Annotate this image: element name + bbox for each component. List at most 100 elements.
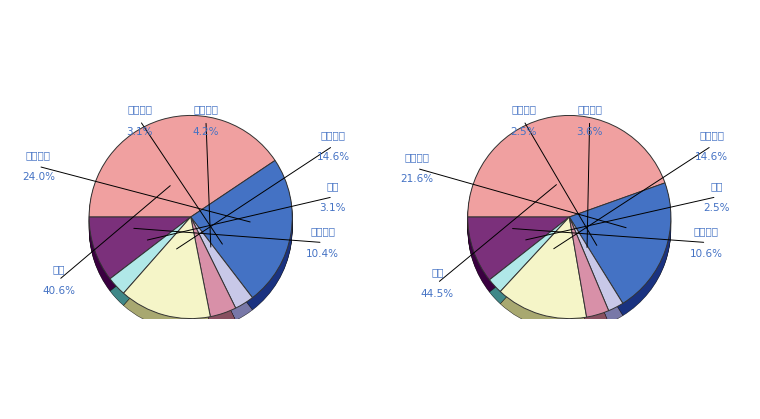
Wedge shape (569, 224, 609, 324)
Wedge shape (489, 223, 569, 298)
Wedge shape (191, 224, 236, 324)
Wedge shape (124, 218, 211, 319)
Wedge shape (89, 125, 275, 227)
Wedge shape (191, 222, 252, 313)
Wedge shape (89, 126, 275, 228)
Wedge shape (89, 116, 275, 217)
Wedge shape (191, 161, 293, 299)
Wedge shape (124, 219, 211, 321)
Wedge shape (569, 219, 623, 313)
Text: 3.1%: 3.1% (320, 203, 346, 213)
Wedge shape (569, 221, 609, 321)
Wedge shape (191, 223, 236, 323)
Wedge shape (124, 222, 211, 324)
Wedge shape (489, 224, 569, 299)
Wedge shape (89, 220, 191, 282)
Wedge shape (500, 220, 587, 322)
Wedge shape (89, 218, 191, 279)
Wedge shape (500, 224, 587, 326)
Wedge shape (124, 225, 211, 326)
Wedge shape (569, 220, 623, 313)
Wedge shape (467, 227, 569, 290)
Wedge shape (500, 219, 587, 321)
Wedge shape (89, 223, 191, 285)
Wedge shape (489, 218, 569, 292)
Wedge shape (467, 117, 665, 219)
Wedge shape (569, 218, 609, 318)
Wedge shape (89, 226, 191, 287)
Wedge shape (110, 224, 191, 300)
Wedge shape (191, 166, 293, 303)
Wedge shape (124, 226, 211, 327)
Wedge shape (191, 225, 236, 325)
Wedge shape (467, 220, 569, 282)
Wedge shape (191, 220, 252, 312)
Text: 物体打击: 物体打击 (128, 104, 153, 114)
Wedge shape (467, 220, 569, 283)
Wedge shape (467, 123, 665, 225)
Wedge shape (489, 228, 569, 303)
Wedge shape (191, 220, 236, 320)
Wedge shape (191, 219, 236, 318)
Wedge shape (89, 123, 275, 225)
Wedge shape (569, 218, 623, 312)
Text: 起重伤害: 起重伤害 (699, 130, 724, 140)
Text: 14.6%: 14.6% (695, 152, 728, 162)
Wedge shape (191, 164, 293, 301)
Text: 坍塌: 坍塌 (431, 267, 444, 277)
Wedge shape (124, 228, 211, 329)
Wedge shape (191, 228, 252, 320)
Wedge shape (489, 217, 569, 292)
Wedge shape (467, 217, 569, 280)
Wedge shape (110, 229, 191, 305)
Wedge shape (467, 219, 569, 282)
Wedge shape (467, 222, 569, 285)
Wedge shape (569, 225, 623, 318)
Wedge shape (500, 226, 587, 327)
Wedge shape (191, 173, 293, 310)
Wedge shape (89, 217, 191, 279)
Text: 24.0%: 24.0% (22, 173, 55, 182)
Wedge shape (89, 124, 275, 226)
Wedge shape (89, 116, 275, 218)
Wedge shape (569, 221, 623, 315)
Wedge shape (124, 217, 211, 318)
Wedge shape (191, 228, 236, 327)
Wedge shape (569, 222, 609, 322)
Wedge shape (191, 167, 293, 304)
Wedge shape (191, 217, 252, 308)
Wedge shape (569, 225, 609, 325)
Wedge shape (467, 116, 665, 217)
Wedge shape (467, 226, 569, 289)
Text: 4.2%: 4.2% (193, 127, 219, 137)
Wedge shape (89, 221, 191, 283)
Wedge shape (489, 226, 569, 300)
Wedge shape (124, 221, 211, 323)
Wedge shape (569, 186, 671, 307)
Wedge shape (489, 227, 569, 301)
Wedge shape (500, 218, 587, 319)
Wedge shape (569, 188, 671, 309)
Wedge shape (89, 224, 191, 286)
Wedge shape (569, 229, 609, 329)
Wedge shape (89, 225, 191, 287)
Text: 其他伤害: 其他伤害 (404, 152, 429, 162)
Wedge shape (489, 229, 569, 304)
Wedge shape (569, 185, 671, 305)
Wedge shape (191, 220, 236, 319)
Wedge shape (89, 220, 191, 282)
Wedge shape (489, 228, 569, 302)
Wedge shape (569, 227, 623, 320)
Wedge shape (467, 221, 569, 284)
Wedge shape (191, 225, 252, 316)
Wedge shape (569, 223, 609, 323)
Wedge shape (110, 228, 191, 304)
Wedge shape (191, 221, 236, 321)
Wedge shape (110, 222, 191, 298)
Wedge shape (500, 221, 587, 323)
Wedge shape (191, 219, 252, 310)
Wedge shape (191, 227, 252, 318)
Text: 40.6%: 40.6% (42, 286, 75, 296)
Wedge shape (467, 218, 569, 281)
Wedge shape (500, 227, 587, 328)
